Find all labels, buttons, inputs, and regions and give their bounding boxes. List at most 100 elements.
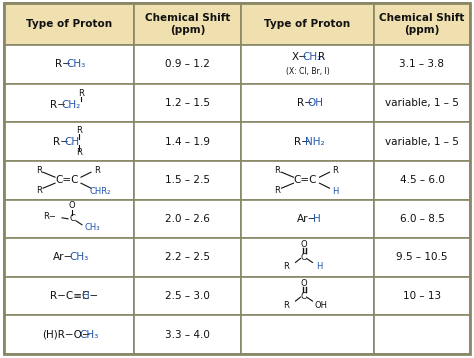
Text: 3.3 – 4.0: 3.3 – 4.0 (165, 330, 210, 340)
Text: 6.0 – 8.5: 6.0 – 8.5 (400, 214, 445, 224)
Text: R: R (274, 186, 281, 195)
Text: (H)R−O−: (H)R−O− (42, 330, 91, 340)
Bar (4, 84, 134, 122)
Text: CH₃: CH₃ (84, 223, 100, 232)
Text: O: O (300, 279, 307, 287)
Text: R−: R− (294, 136, 310, 146)
Bar (374, 3, 470, 45)
Text: R−: R− (55, 59, 72, 69)
Text: 1.4 – 1.9: 1.4 – 1.9 (165, 136, 210, 146)
Text: Type of Proton: Type of Proton (264, 19, 351, 29)
Bar (374, 45, 470, 84)
Text: OH: OH (315, 301, 328, 310)
Bar (241, 161, 374, 199)
Text: R: R (36, 166, 42, 175)
Text: R−: R− (51, 100, 66, 110)
Text: OH: OH (308, 98, 323, 108)
Text: R: R (76, 126, 82, 135)
Bar (241, 3, 374, 45)
Bar (241, 84, 374, 122)
Text: C: C (69, 214, 75, 223)
Bar (241, 199, 374, 238)
Bar (134, 315, 241, 354)
Bar (374, 199, 470, 238)
Bar (4, 315, 134, 354)
Bar (134, 277, 241, 315)
Text: O: O (69, 201, 75, 210)
Text: C: C (301, 291, 306, 301)
Text: CH₃: CH₃ (66, 59, 85, 69)
Text: Type of Proton: Type of Proton (26, 19, 112, 29)
Text: C=C: C=C (55, 175, 79, 185)
Bar (374, 84, 470, 122)
Bar (4, 161, 134, 199)
Text: R: R (78, 90, 84, 98)
Text: C: C (301, 253, 306, 262)
Text: 10 – 13: 10 – 13 (403, 291, 441, 301)
Text: CH₃: CH₃ (69, 252, 88, 262)
Text: H: H (82, 291, 90, 301)
Text: (X: Cl, Br, I): (X: Cl, Br, I) (286, 67, 329, 76)
Text: Ar−: Ar− (53, 252, 73, 262)
Text: CHR₂: CHR₂ (89, 187, 111, 196)
Text: variable, 1 – 5: variable, 1 – 5 (385, 98, 459, 108)
Text: R: R (274, 166, 281, 175)
Text: R−: R− (44, 212, 56, 221)
Text: R: R (333, 166, 338, 175)
Bar (4, 122, 134, 161)
Text: Chemical Shift
(ppm): Chemical Shift (ppm) (145, 13, 230, 35)
Text: Ar−: Ar− (297, 214, 317, 224)
Bar (241, 238, 374, 277)
Text: 4.5 – 6.0: 4.5 – 6.0 (400, 175, 445, 185)
Text: H: H (332, 187, 339, 196)
Bar (134, 238, 241, 277)
Text: 1.5 – 2.5: 1.5 – 2.5 (165, 175, 210, 185)
Bar (4, 277, 134, 315)
Text: CH: CH (64, 136, 79, 146)
Text: CH₃: CH₃ (80, 330, 99, 340)
Text: R: R (76, 148, 82, 157)
Text: 2.2 – 2.5: 2.2 – 2.5 (165, 252, 210, 262)
Text: 1.2 – 1.5: 1.2 – 1.5 (165, 98, 210, 108)
Text: NH₂: NH₂ (305, 136, 324, 146)
Bar (4, 45, 134, 84)
Text: 3.1 – 3.8: 3.1 – 3.8 (400, 59, 445, 69)
Text: R: R (36, 186, 42, 195)
Text: R: R (94, 166, 100, 175)
Text: variable, 1 – 5: variable, 1 – 5 (385, 136, 459, 146)
Text: R: R (319, 52, 326, 62)
Bar (241, 315, 374, 354)
Text: O: O (300, 240, 307, 249)
Text: 0.9 – 1.2: 0.9 – 1.2 (165, 59, 210, 69)
Text: C=C: C=C (294, 175, 317, 185)
Bar (134, 45, 241, 84)
Bar (134, 3, 241, 45)
Text: Chemical Shift
(ppm): Chemical Shift (ppm) (379, 13, 465, 35)
Text: 2.0 – 2.6: 2.0 – 2.6 (165, 214, 210, 224)
Bar (4, 3, 134, 45)
Text: CH₂: CH₂ (61, 100, 81, 110)
Text: CH₂: CH₂ (302, 52, 321, 62)
Bar (241, 45, 374, 84)
Bar (134, 122, 241, 161)
Bar (374, 238, 470, 277)
Bar (134, 199, 241, 238)
Text: H: H (313, 214, 320, 224)
Bar (374, 161, 470, 199)
Text: R: R (283, 262, 290, 271)
Text: X−: X− (292, 52, 307, 62)
Bar (374, 122, 470, 161)
Text: H: H (316, 262, 323, 271)
Bar (4, 238, 134, 277)
Bar (134, 84, 241, 122)
Bar (374, 277, 470, 315)
Bar (241, 277, 374, 315)
Text: 9.5 – 10.5: 9.5 – 10.5 (396, 252, 448, 262)
Bar (4, 199, 134, 238)
Bar (374, 315, 470, 354)
Text: R−C≡C−: R−C≡C− (50, 291, 98, 301)
Text: R−: R− (53, 136, 69, 146)
Bar (134, 161, 241, 199)
Text: 2.5 – 3.0: 2.5 – 3.0 (165, 291, 210, 301)
Bar (241, 122, 374, 161)
